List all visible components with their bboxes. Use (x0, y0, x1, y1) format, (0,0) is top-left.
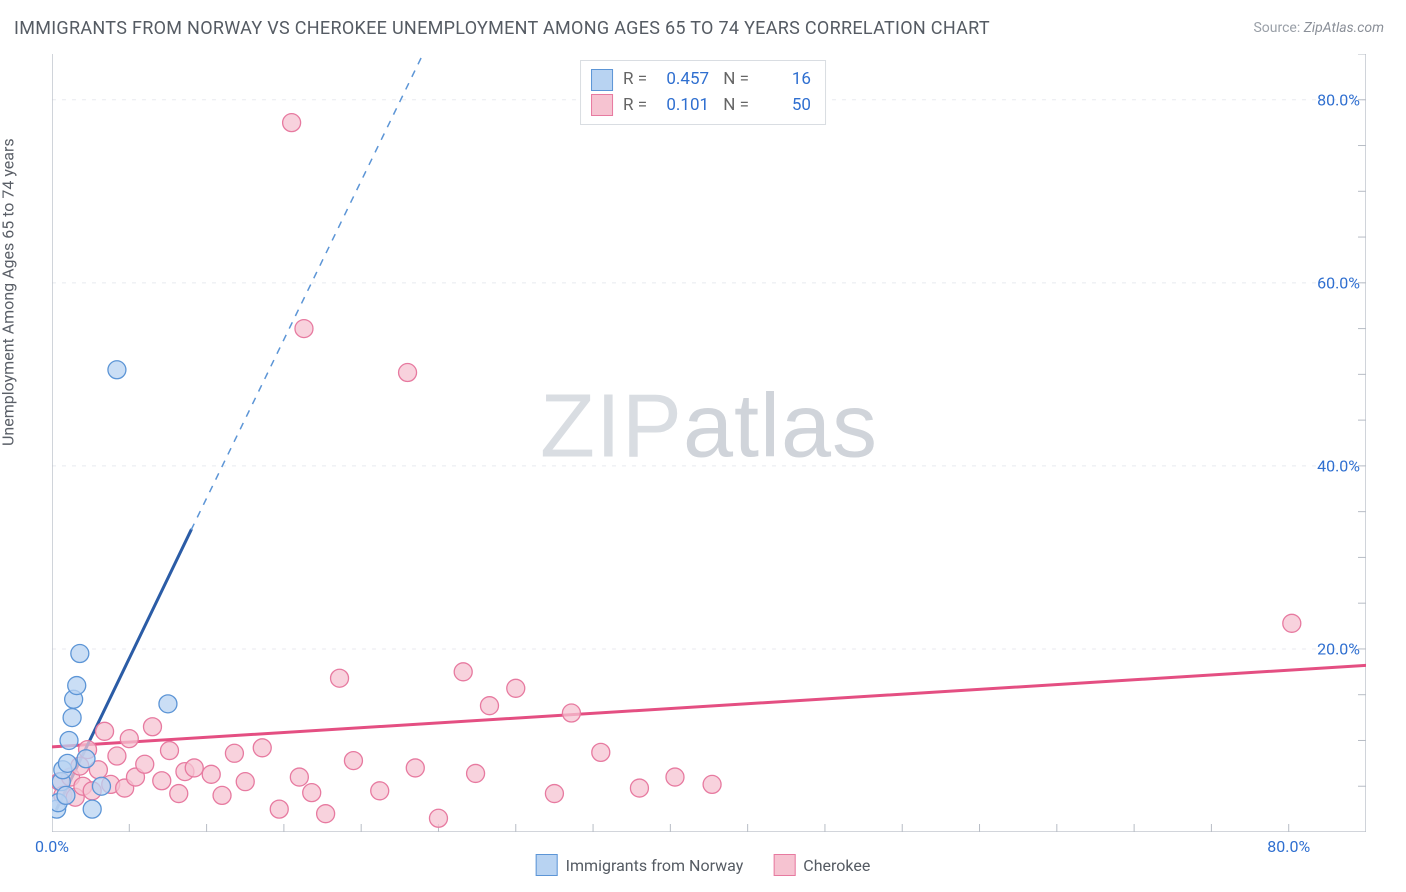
r-value-norway: 0.457 (657, 67, 709, 93)
swatch-norway-icon (536, 854, 558, 876)
legend-series: Immigrants from Norway Cherokee (536, 854, 871, 876)
legend-stats: R = 0.457 N = 16 R = 0.101 N = 50 (580, 60, 826, 125)
y-tick-label: 40.0% (1317, 456, 1360, 475)
swatch-cherokee (591, 94, 613, 116)
legend-item-cherokee: Cherokee (773, 854, 870, 876)
legend-item-norway: Immigrants from Norway (536, 854, 744, 876)
swatch-cherokee-icon (773, 854, 795, 876)
y-tick-label: 80.0% (1317, 90, 1360, 109)
x-tick-label: 80.0% (1267, 837, 1310, 856)
chart-title: IMMIGRANTS FROM NORWAY VS CHEROKEE UNEMP… (14, 18, 990, 39)
plot-area: ZIPatlas (52, 54, 1366, 832)
y-tick-label: 20.0% (1317, 639, 1360, 658)
legend-stats-row-norway: R = 0.457 N = 16 (591, 67, 811, 93)
legend-stats-row-cherokee: R = 0.101 N = 50 (591, 93, 811, 119)
r-value-cherokee: 0.101 (657, 93, 709, 119)
x-tick-label: 0.0% (35, 837, 69, 856)
y-tick-label: 60.0% (1317, 273, 1360, 292)
y-axis-label: Unemployment Among Ages 65 to 74 years (0, 138, 18, 446)
swatch-norway (591, 69, 613, 91)
n-value-norway: 16 (759, 67, 811, 93)
chart-source: Source: ZipAtlas.com (1253, 20, 1384, 36)
n-value-cherokee: 50 (759, 93, 811, 119)
correlation-chart: IMMIGRANTS FROM NORWAY VS CHEROKEE UNEMP… (0, 0, 1406, 892)
scatter-svg (52, 54, 1366, 832)
legend-label-norway: Immigrants from Norway (566, 856, 744, 875)
source-prefix: Source: (1253, 20, 1300, 36)
legend-label-cherokee: Cherokee (803, 856, 870, 875)
source-name: ZipAtlas.com (1304, 20, 1384, 36)
